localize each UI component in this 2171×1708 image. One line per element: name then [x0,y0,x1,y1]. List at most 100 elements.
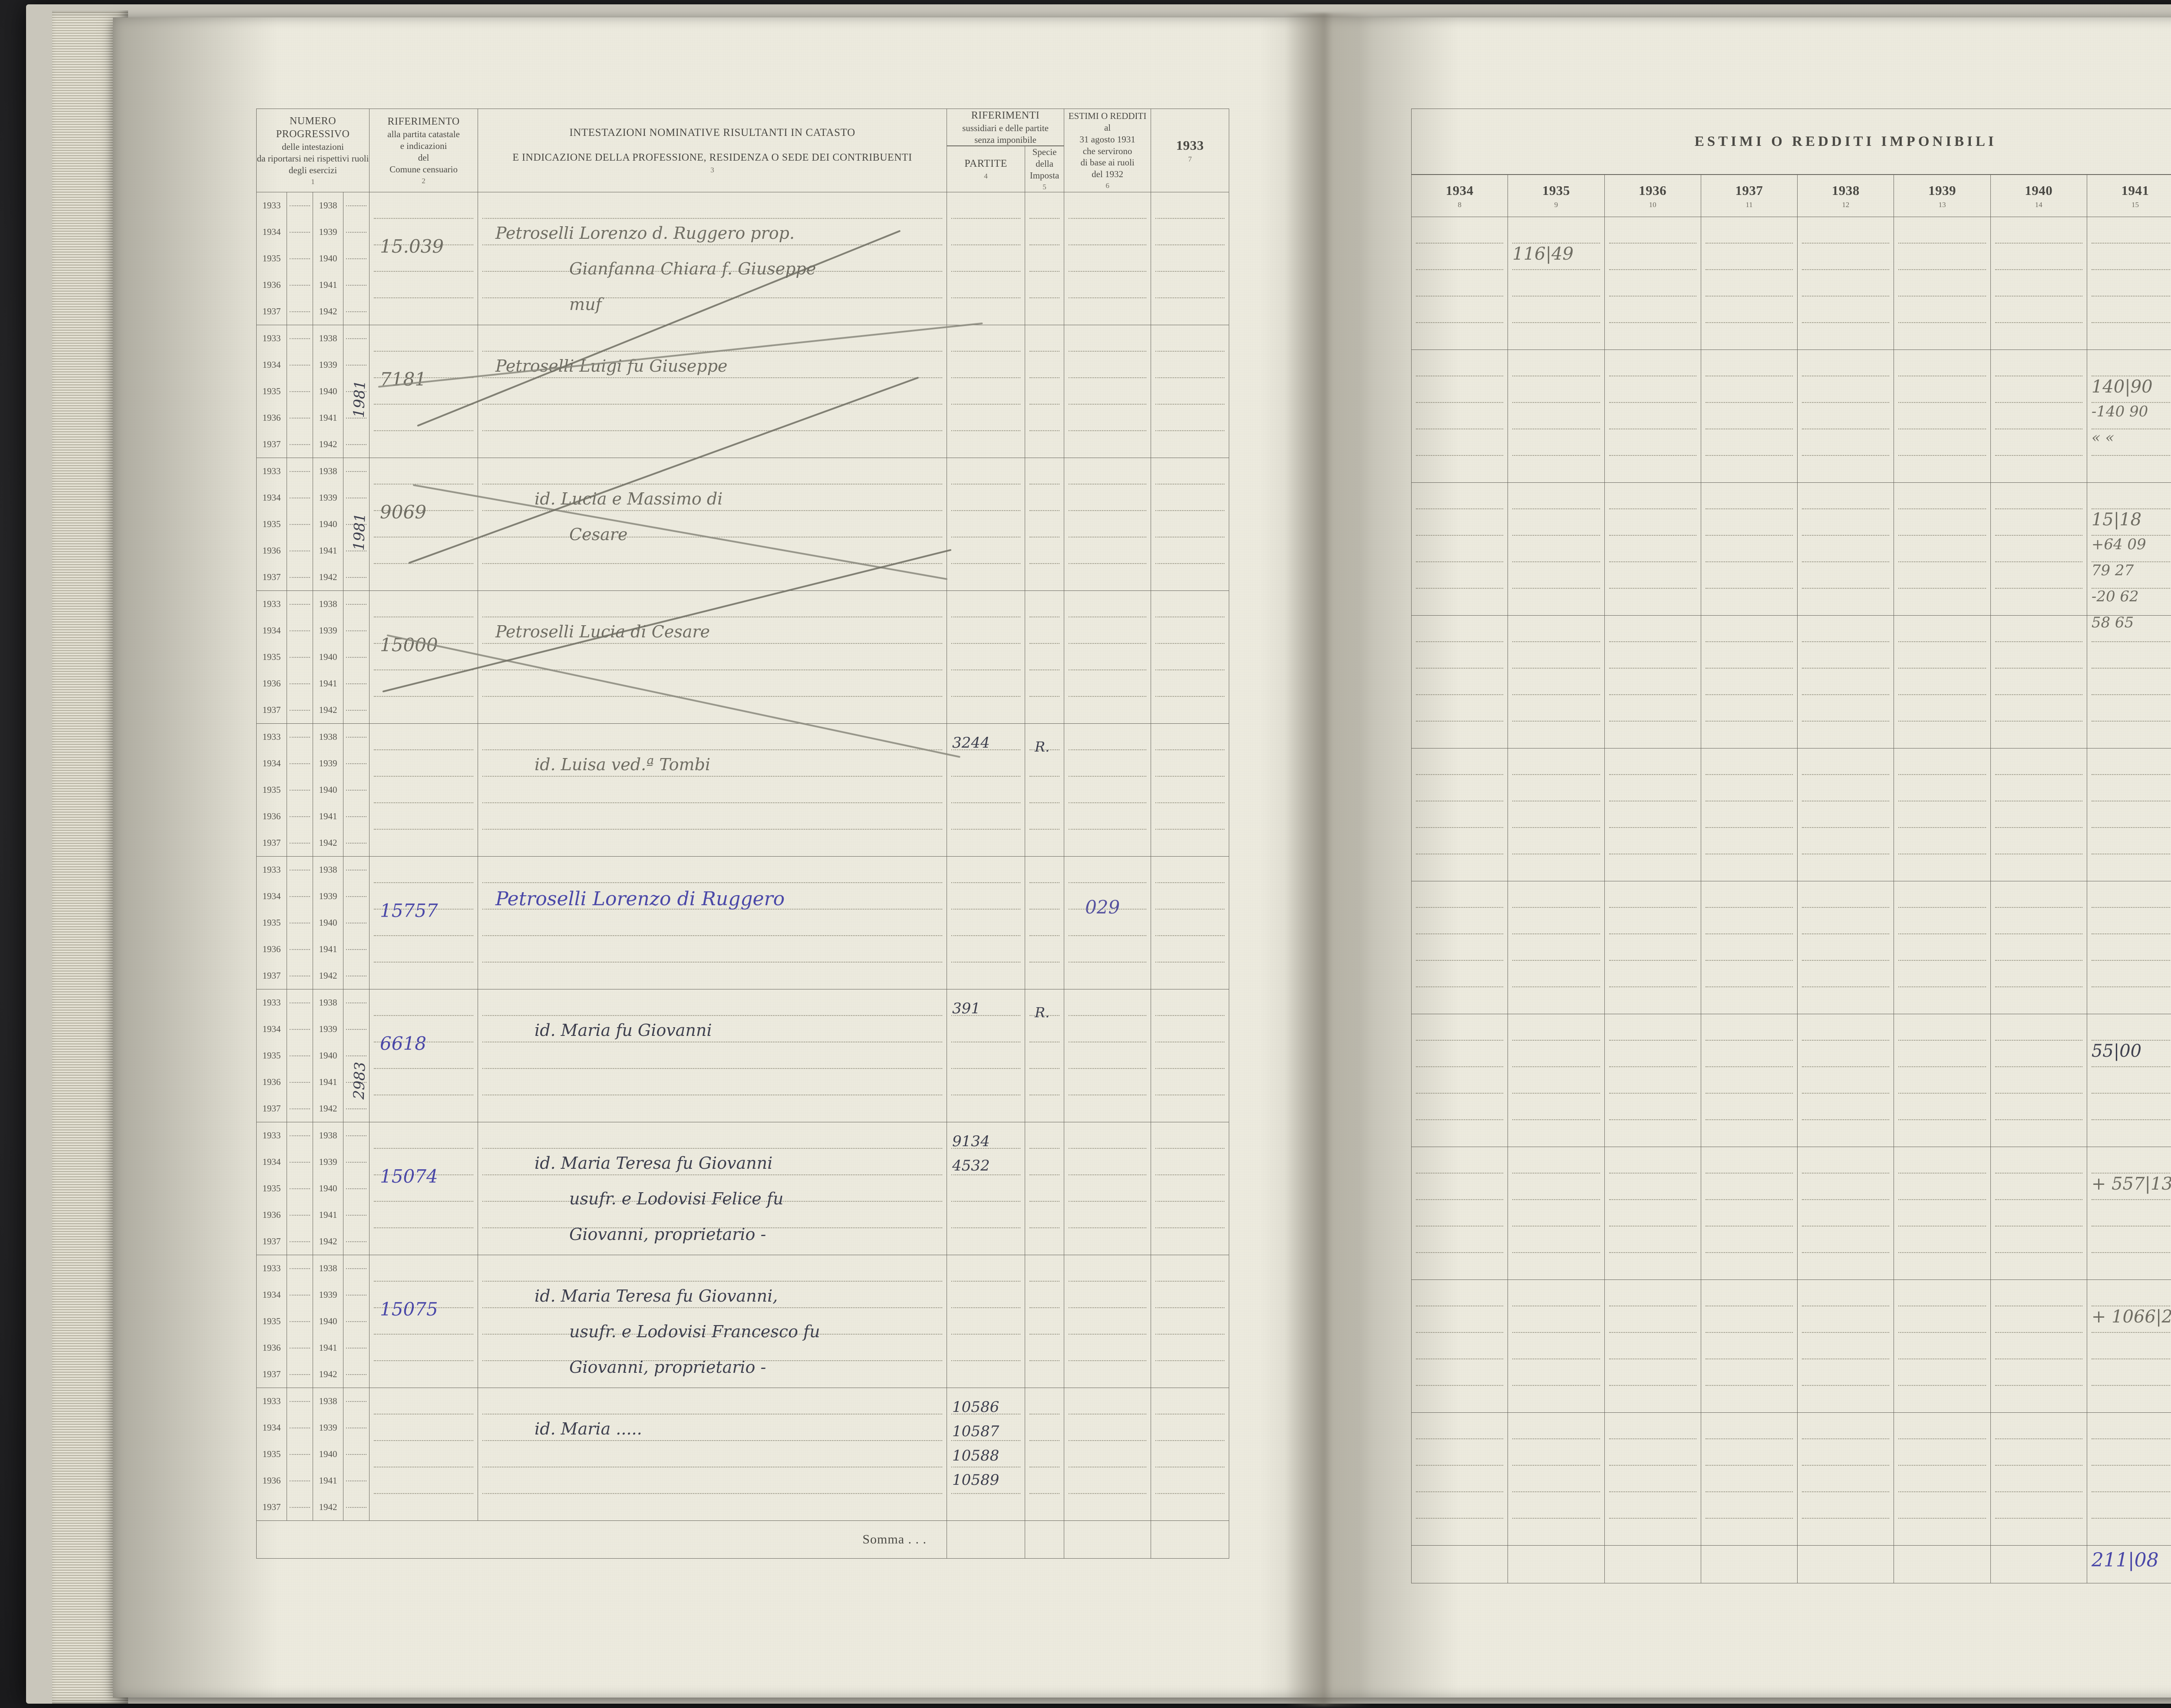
value-1941: « « [2091,429,2115,446]
year-stub-left: 1933 1934 1935 1936 1937 [256,457,287,591]
table-row: 1933 1934 1935 1936 1937 1938 1939 1940 1941 1942… [256,549,1230,758]
cell-1937 [1700,1279,1798,1413]
guide-lines [478,1255,947,1388]
header-col6-l6: del 1932 [1092,169,1124,180]
year-dots-right [343,723,370,857]
guide-lines [1151,192,1229,325]
guide-lines [1701,616,1797,748]
guide-lines [1701,1413,1797,1545]
cell-1934 [1411,1412,1508,1546]
guide-lines [1894,1280,1990,1412]
guide-lines [370,458,478,590]
cell-1939 [1894,748,1991,881]
year-dots-left [287,1254,313,1388]
cell-1940 [1990,217,2087,350]
header-col7-year: 1933 [1176,137,1204,153]
cell-1941: 15|18 +64 09 79 27 -20 62 58 65 [2086,482,2171,631]
guide-lines [1605,1413,1701,1545]
cell-partite [947,590,1026,724]
cell-1940 [1990,350,2087,483]
year-dots-right [343,856,370,989]
guide-lines [1701,217,1797,350]
guide-lines [1798,217,1894,350]
guide-lines [478,192,947,325]
cell-1938 [1797,1279,1894,1413]
progressivo-value: 6618 [380,1032,426,1054]
cell-progressivo: 15.039 [369,191,478,325]
cell-1934 [1411,615,1508,748]
cell-1935 [1508,881,1605,1014]
year-dots-left [287,457,313,591]
year-stub-right: 1938 1939 1940 1941 1942 [313,856,343,989]
header-partite: PARTITE 4 [947,145,1026,192]
cell-progressivo: 6618 [369,989,478,1122]
guide-lines [1605,1147,1701,1279]
header-col1-title: NUMERO PROGRESSIVO [276,115,350,140]
header-specie-l2: della [1036,158,1053,169]
header-col2-num: 2 [422,176,426,185]
intestazione-line: Petroselli Lorenzo d. Ruggero prop. [495,223,795,243]
intestazione-line: Giovanni, proprietario - [569,1357,766,1377]
year-dots-right: 1981 [343,324,370,458]
cell-1939 [1894,615,1991,748]
guide-lines [1991,616,2087,748]
guide-lines [1894,616,1990,748]
guide-lines [1701,748,1797,881]
cell-1937 [1700,1412,1798,1546]
cell-specie: R. [1025,723,1065,857]
cell-intestazione: id. Lucia e Massimo di Cesare [408,376,948,591]
cell-1939 [1894,881,1991,1014]
guide-lines [947,192,1025,325]
guide-lines [1412,616,1508,748]
guide-lines [2087,616,2171,748]
cell-partite [947,191,1026,325]
cell-1934 [1411,881,1508,1014]
table-row: + 557|13 [1411,1147,2171,1280]
cell-1941 [2086,881,2171,1014]
guide-lines [478,325,947,458]
header-col-3: INTESTAZIONI NOMINATIVE RISULTANTI IN CA… [478,109,947,192]
guide-lines [478,591,947,723]
guide-lines [2087,881,2171,1014]
year-stub-left: 1933 1934 1935 1936 1937 [256,856,287,989]
guide-lines [370,192,478,325]
cell-1939 [1894,350,1991,483]
header-col6-l1: ESTIMI O REDDITI [1068,110,1147,121]
cell-1941 [2086,217,2171,350]
guide-lines [1605,1014,1701,1147]
guide-lines [1605,616,1701,748]
value-1941: -140 90 [2091,403,2148,420]
partita-value: 9134 [952,1132,990,1150]
partita-value: 10586 [952,1398,1000,1416]
header-year-label: 1935 [1542,183,1570,198]
guide-lines [1701,1014,1797,1147]
guide-lines [1508,881,1604,1014]
guide-lines [947,989,1025,1122]
guide-lines [1151,325,1229,458]
cell-1933 [1151,1121,1230,1255]
cell-intestazione: id. Maria Teresa fu Giovanni usufr. e Lod… [478,1121,947,1255]
guide-lines [1894,1147,1990,1279]
cell-estimi-1931 [1064,1121,1151,1255]
cell-progressivo: 15000 [369,590,478,724]
guide-lines [947,1388,1025,1520]
guide-lines [1894,350,1990,482]
guide-lines [947,1255,1025,1388]
cell-1940 [1990,1279,2087,1413]
header-year-num: 8 [1458,200,1462,209]
cell-1937 [1700,615,1798,748]
header-col-7: 1933 7 [1151,109,1230,192]
year-dots-right: 2983 [343,989,370,1122]
guide-lines [370,1388,478,1520]
cell-partite [947,457,1026,591]
header-estimi-title: ESTIMI O REDDITI IMPONIBILI [1694,133,1997,149]
guide-lines [1025,1388,1064,1520]
guide-lines [1412,1280,1508,1412]
header-col2-l2: e indicazioni [400,141,447,152]
header-year-1938: 1938 12 [1797,174,1894,217]
guide-lines [1508,217,1604,350]
header-year-label: 1936 [1639,183,1667,198]
guide-lines [1064,1122,1151,1255]
cell-1933 [1151,457,1230,591]
